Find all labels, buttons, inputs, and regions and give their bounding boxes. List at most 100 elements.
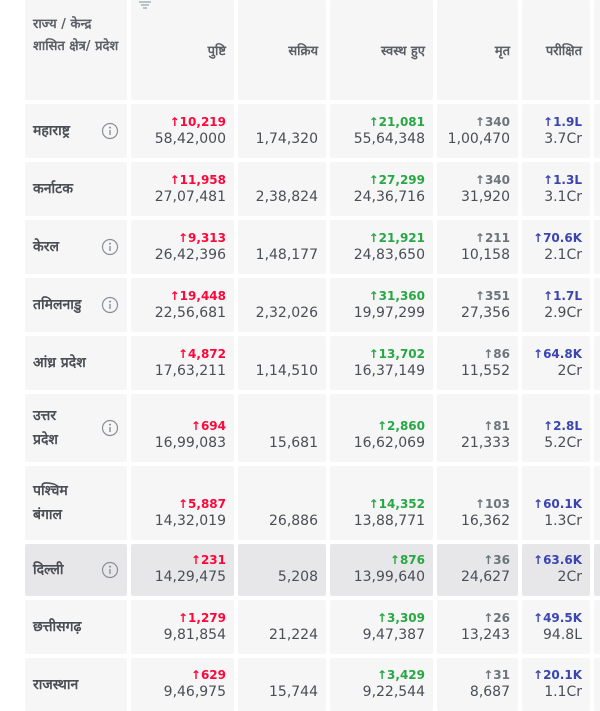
tested-cell: ↑64.8K 2Cr — [522, 336, 590, 390]
header-text: सक्रिय — [288, 44, 318, 59]
confirmed-value: 27,07,481 — [154, 189, 226, 205]
header-text: पुष्टि — [207, 44, 226, 59]
active-value: 15,744 — [269, 684, 318, 700]
recovered-delta: ↑21,921 — [368, 231, 425, 245]
confirmed-cell: ↑9,313 26,42,396 — [131, 220, 234, 274]
tested-delta: ↑60.1K — [533, 497, 582, 511]
column-header[interactable]: पुष्टि — [131, 0, 234, 100]
deceased-value: 31,920 — [461, 189, 510, 205]
recovered-value: 55,64,348 — [353, 131, 425, 147]
confirmed-value: 9,81,854 — [163, 627, 226, 643]
tested-value: 3.7Cr — [544, 131, 582, 147]
recovered-delta: ↑2,860 — [376, 419, 425, 433]
confirmed-value: 17,63,211 — [154, 363, 226, 379]
tested-value: 94.8L — [543, 627, 582, 643]
confirmed-delta: ↑19,448 — [169, 289, 226, 303]
state-cell[interactable]: केरल — [25, 220, 127, 274]
recovered-delta: ↑31,360 — [368, 289, 425, 303]
state-cell[interactable]: राजस्थान — [25, 658, 127, 711]
tested-delta: ↑2.8L — [543, 419, 582, 433]
recovered-delta: ↑14,352 — [368, 497, 425, 511]
confirmed-value: 26,42,396 — [154, 247, 226, 263]
deceased-delta: ↑86 — [483, 347, 510, 361]
active-cell: 2,38,824 — [238, 162, 326, 216]
deceased-value: 16,362 — [461, 513, 510, 529]
deceased-delta: ↑81 — [483, 419, 510, 433]
state-cell[interactable]: तमिलनाडु — [25, 278, 127, 332]
state-name: महाराष्ट्र — [33, 123, 70, 139]
info-icon[interactable] — [101, 238, 119, 256]
active-cell: 5,208 — [238, 544, 326, 596]
deceased-delta: ↑26 — [483, 611, 510, 625]
active-value: 2,38,824 — [255, 189, 318, 205]
deceased-cell: ↑81 21,333 — [437, 394, 518, 462]
info-icon[interactable] — [101, 561, 119, 579]
edge-cell — [594, 278, 600, 332]
confirmed-cell: ↑5,887 14,32,019 — [131, 466, 234, 540]
deceased-cell: ↑211 10,158 — [437, 220, 518, 274]
state-cell[interactable]: दिल्ली — [25, 544, 127, 596]
state-name: राजस्थान — [33, 676, 79, 693]
confirmed-cell: ↑694 16,99,083 — [131, 394, 234, 462]
state-cell[interactable]: छत्तीसगढ़ — [25, 600, 127, 654]
confirmed-delta: ↑629 — [190, 668, 226, 682]
active-cell: 15,681 — [238, 394, 326, 462]
active-cell: 1,14,510 — [238, 336, 326, 390]
state-name: तमिलनाडु — [33, 297, 82, 313]
recovered-value: 9,47,387 — [362, 627, 425, 643]
tested-cell: ↑20.1K 1.1Cr — [522, 658, 590, 711]
tested-delta: ↑20.1K — [533, 668, 582, 682]
column-header[interactable]: सक्रिय — [238, 0, 326, 100]
sort-icon[interactable] — [138, 0, 152, 10]
tested-value: 1.1Cr — [544, 684, 582, 700]
tested-cell: ↑70.6K 2.1Cr — [522, 220, 590, 274]
tested-delta: ↑63.6K — [533, 553, 582, 567]
column-header[interactable]: स्वस्थ हुए — [330, 0, 433, 100]
state-cell[interactable]: महाराष्ट्र — [25, 104, 127, 158]
deceased-cell: ↑340 31,920 — [437, 162, 518, 216]
deceased-delta: ↑31 — [483, 668, 510, 682]
tested-delta: ↑64.8K — [533, 347, 582, 361]
recovered-value: 19,97,299 — [353, 305, 425, 321]
confirmed-cell: ↑629 9,46,975 — [131, 658, 234, 711]
active-cell: 1,48,177 — [238, 220, 326, 274]
deceased-cell: ↑31 8,687 — [437, 658, 518, 711]
deceased-delta: ↑103 — [474, 497, 510, 511]
deceased-cell: ↑86 11,552 — [437, 336, 518, 390]
info-icon[interactable] — [101, 122, 119, 140]
edge-cell — [594, 336, 600, 390]
active-value: 5,208 — [277, 569, 318, 585]
state-name: कर्नाटक — [33, 181, 73, 197]
state-name: उत्तर प्रदेश — [33, 408, 58, 448]
state-cell[interactable]: कर्नाटक — [25, 162, 127, 216]
recovered-value: 16,37,149 — [353, 363, 425, 379]
column-header[interactable]: परीक्षित — [522, 0, 590, 100]
info-icon[interactable] — [101, 296, 119, 314]
state-cell[interactable]: पश्चिम बंगाल — [25, 466, 127, 540]
recovered-value: 13,99,640 — [353, 569, 425, 585]
confirmed-value: 14,32,019 — [154, 513, 226, 529]
deceased-value: 27,356 — [461, 305, 510, 321]
active-value: 1,48,177 — [255, 247, 318, 263]
recovered-cell: ↑2,860 16,62,069 — [330, 394, 433, 462]
state-name: पश्चिम बंगाल — [33, 483, 68, 523]
confirmed-cell: ↑10,219 58,42,000 — [131, 104, 234, 158]
info-icon[interactable] — [101, 419, 119, 437]
confirmed-cell: ↑4,872 17,63,211 — [131, 336, 234, 390]
header-text: मृत — [494, 44, 510, 59]
state-table: राज्य / केन्द्र शासित क्षेत्र/ प्रदेश पुष… — [25, 0, 600, 711]
state-cell[interactable]: आंध्र प्रदेश — [25, 336, 127, 390]
tested-delta: ↑49.5K — [533, 611, 582, 625]
state-name: छत्तीसगढ़ — [33, 619, 82, 635]
state-cell[interactable]: उत्तर प्रदेश — [25, 394, 127, 462]
column-header[interactable]: राज्य / केन्द्र शासित क्षेत्र/ प्रदेश — [25, 0, 127, 100]
tested-value: 5.2Cr — [544, 435, 582, 451]
column-header[interactable]: मृत — [437, 0, 518, 100]
confirmed-delta: ↑11,958 — [169, 173, 226, 187]
active-value: 21,224 — [269, 627, 318, 643]
deceased-cell: ↑26 13,243 — [437, 600, 518, 654]
active-value: 2,32,026 — [255, 305, 318, 321]
header-text: राज्य / केन्द्र शासित क्षेत्र/ प्रदेश — [33, 17, 119, 54]
deceased-delta: ↑36 — [483, 553, 510, 567]
tested-delta: ↑1.3L — [543, 173, 582, 187]
